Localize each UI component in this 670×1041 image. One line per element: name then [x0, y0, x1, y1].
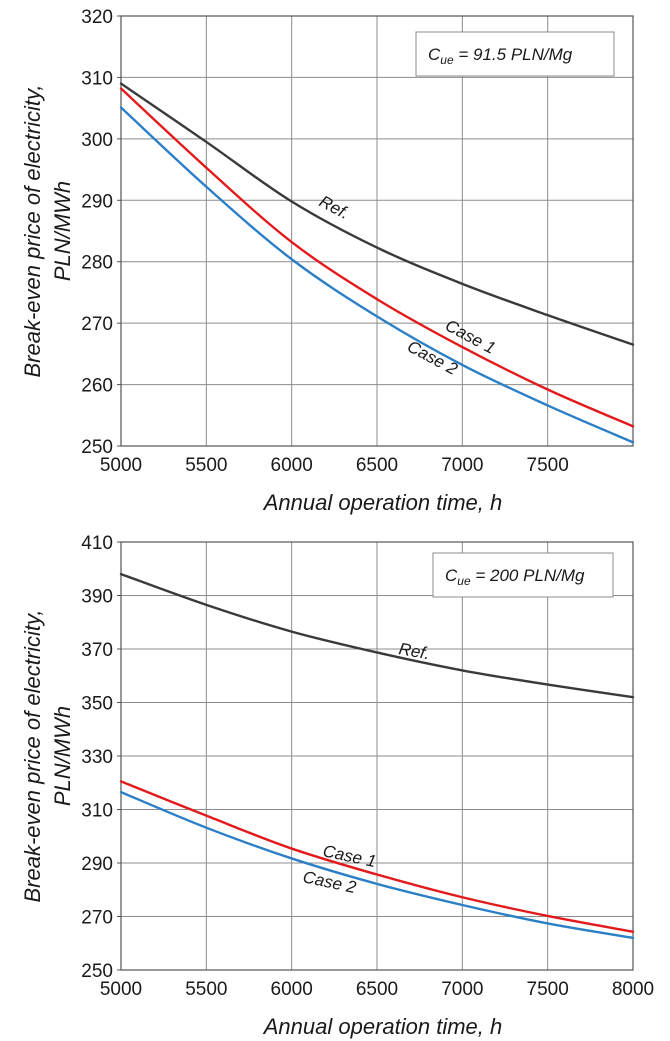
y-tick-label: 370	[81, 640, 113, 661]
series-label: Case 2	[301, 867, 358, 897]
series-line-case-1	[119, 87, 635, 428]
y-tick-label: 350	[81, 694, 113, 715]
x-axis-title: Annual operation time, h	[262, 1014, 503, 1039]
y-tick-label: 330	[81, 747, 113, 768]
annotation-text: Cue = 200 PLN/Mg	[445, 566, 585, 588]
y-tick-label: 390	[81, 587, 113, 608]
series-line-case-2	[119, 106, 635, 444]
y-tick-label: 270	[81, 314, 113, 335]
y-axis-title-line2: PLN/MWh	[50, 706, 75, 806]
x-tick-label: 6500	[356, 979, 398, 1000]
y-axis-title-line1: Break-even price of electricity,	[20, 609, 45, 902]
y-axis-title-line1: Break-even price of electricity,	[20, 84, 45, 377]
annotation-box	[432, 552, 614, 598]
y-tick-label: 410	[81, 533, 113, 554]
chart-panel-2: 250 270 290 310 330 350 370 390 410 5000 5500 6000 6…	[20, 533, 654, 1039]
x-tick-label: 7500	[527, 979, 569, 1000]
y-tick-label: 310	[81, 801, 113, 822]
plot-frame	[120, 15, 634, 447]
x-tick-label: 7000	[441, 979, 483, 1000]
annotation-box	[415, 31, 615, 77]
x-tick-label: 6000	[271, 979, 313, 1000]
annotation-text: Cue = 91.5 PLN/Mg	[428, 45, 573, 67]
y-tick-label: 290	[81, 191, 113, 212]
y-tick-label: 250	[81, 437, 113, 458]
x-tick-label: 7000	[441, 455, 483, 476]
y-tick-label: 270	[81, 908, 113, 929]
x-tick-label: 6500	[356, 455, 398, 476]
y-tick-label: 280	[81, 253, 113, 274]
y-tick-label: 300	[81, 130, 113, 151]
x-tick-label: 8000	[612, 979, 654, 1000]
x-axis-title: Annual operation time, h	[262, 490, 503, 515]
y-tick-label: 250	[81, 961, 113, 982]
y-axis-title-line2: PLN/MWh	[50, 181, 75, 281]
series-label: Ref.	[397, 639, 431, 663]
chart-panel-1: 250 260 270 280 290 300 310 320 5000 5500 6000 6500…	[20, 7, 635, 515]
x-tick-label: 5500	[185, 455, 227, 476]
series-line-ref	[119, 82, 635, 346]
y-tick-label: 290	[81, 854, 113, 875]
x-tick-label: 5000	[100, 455, 142, 476]
series-line-ref	[119, 572, 635, 699]
y-tick-label: 310	[81, 68, 113, 89]
x-tick-label: 5500	[185, 979, 227, 1000]
x-tick-label: 7500	[527, 455, 569, 476]
x-tick-label: 6000	[271, 455, 313, 476]
y-tick-label: 260	[81, 376, 113, 397]
y-tick-label: 320	[81, 7, 113, 28]
series-line-case-2	[119, 790, 635, 940]
series-line-case-1	[119, 780, 635, 933]
x-tick-label: 5000	[100, 979, 142, 1000]
